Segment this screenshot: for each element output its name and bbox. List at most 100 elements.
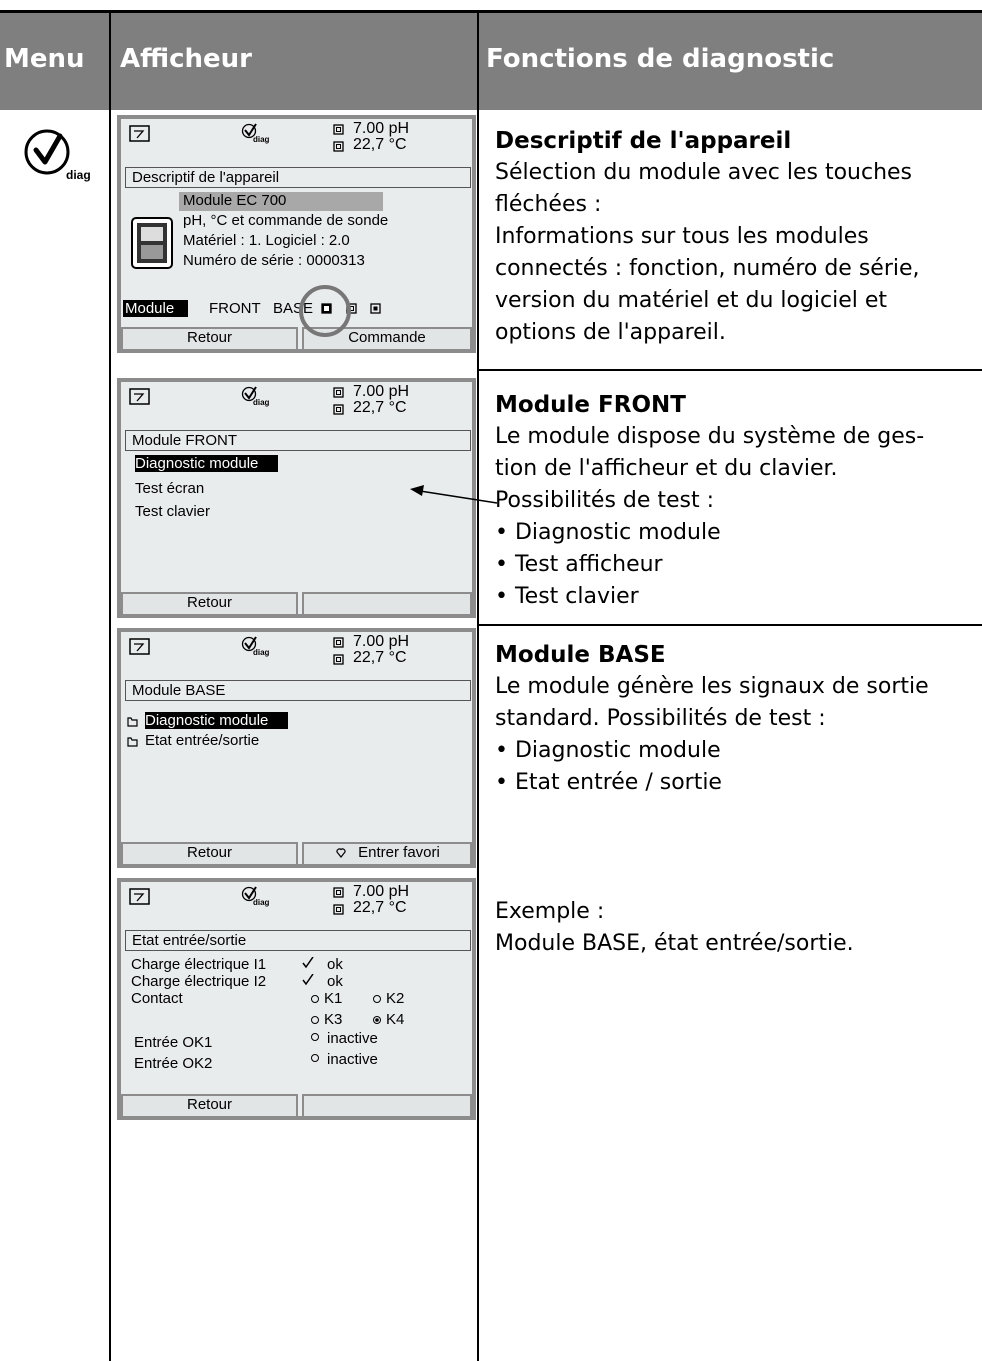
- menu-item: Test écran: [135, 480, 205, 497]
- module-slot: [346, 303, 358, 315]
- column-divider: [109, 10, 111, 1361]
- header-functions: Fonctions de diagnostic: [486, 44, 835, 74]
- diag-icon: [241, 635, 259, 653]
- diag-icon-label: diag: [253, 648, 270, 657]
- ph-value: 7.00 pH: [353, 633, 410, 650]
- diag-icon-label: diag: [253, 135, 270, 144]
- description-line: tion de l'afficheur et du clavier.: [495, 456, 838, 481]
- contact-output: K3: [324, 1011, 343, 1028]
- selected-item: Diagnostic module: [135, 455, 279, 472]
- window-icon: [129, 125, 151, 143]
- header-menu: Menu: [4, 44, 85, 74]
- status-icon: [333, 904, 345, 916]
- menu-item: Test clavier: [135, 503, 211, 520]
- screen-title: Descriptif de l'appareil: [132, 169, 280, 186]
- softkey-label[interactable]: Retour: [186, 844, 233, 861]
- description-line: Informations sur tous les modules: [495, 224, 869, 249]
- input-value: inactive: [327, 1051, 378, 1068]
- status-icon: [333, 404, 345, 416]
- contact-output: K4: [386, 1011, 405, 1028]
- radio-icon: [310, 994, 320, 1004]
- ph-value: 7.00 pH: [353, 383, 410, 400]
- softkey: Retour: [121, 1094, 298, 1116]
- menu-item: Etat entrée/sortie: [145, 732, 260, 749]
- module-slot: [370, 303, 382, 315]
- status-icon: [333, 654, 345, 666]
- softkey: [302, 1094, 472, 1116]
- contact-output: K1: [324, 990, 343, 1007]
- screen-title-box: Etat entrée/sortie: [125, 930, 471, 951]
- screen: diag 7.00 pH 22,7 °C Module FRONT Retour Diag…: [117, 378, 476, 618]
- device-image: [131, 217, 175, 271]
- softkey: Retour: [121, 842, 298, 864]
- radio-icon: [310, 1015, 320, 1025]
- input-label: Entrée OK1: [134, 1034, 213, 1051]
- contact-label: Contact: [131, 990, 183, 1007]
- description: Descriptif de l'appareil Sélection du mod…: [495, 126, 975, 349]
- softkey: [302, 592, 472, 614]
- status-icon: [333, 637, 345, 649]
- module-tab: BASE: [273, 300, 314, 317]
- radio-icon: [372, 1015, 382, 1025]
- temperature-value: 22,7 °C: [353, 399, 407, 416]
- column-divider: [477, 10, 479, 1361]
- softkey-label[interactable]: Entrer favori: [358, 844, 440, 861]
- screen-title-box: Module FRONT: [125, 430, 471, 451]
- description-line: Sélection du module avec les touches: [495, 160, 913, 185]
- softkey: Retour: [121, 592, 298, 614]
- description: Exemple : Module BASE, état entrée/sortie…: [495, 896, 975, 960]
- description-line: • Test clavier: [495, 584, 639, 609]
- softkey-label[interactable]: Retour: [186, 1096, 233, 1113]
- screen: diag 7.00 pH 22,7 °C Module BASE Retour Entre…: [117, 628, 476, 868]
- softkey: Retour: [121, 327, 298, 349]
- description-line: • Diagnostic module: [495, 520, 721, 545]
- description: Module BASE Le module génère les signaux …: [495, 640, 975, 799]
- input-label: Entrée OK2: [134, 1055, 213, 1072]
- menu-diag-icon: [24, 129, 70, 175]
- screen-title-box: Module BASE: [125, 680, 471, 701]
- softkey: Commande: [302, 327, 472, 349]
- screen: diag 7.00 pH 22,7 °C Etat entrée/sortie Reto…: [117, 878, 476, 1120]
- temperature-value: 22,7 °C: [353, 899, 407, 916]
- description-title: Module BASE: [495, 642, 666, 668]
- radio-icon: [310, 1032, 320, 1042]
- description-line: Le module génère les signaux de sortie: [495, 674, 929, 699]
- status-value: ok: [327, 956, 343, 973]
- module-slot: [321, 303, 333, 315]
- status-icon: [333, 387, 345, 399]
- softkey-label[interactable]: Commande: [348, 329, 426, 346]
- description-line: • Test afficheur: [495, 552, 663, 577]
- module-tab: FRONT: [209, 300, 261, 317]
- ph-value: 7.00 pH: [353, 883, 410, 900]
- contact-output: K2: [386, 990, 405, 1007]
- window-icon: [129, 638, 151, 656]
- diag-icon: [241, 122, 259, 140]
- diag-icon-label: diag: [253, 898, 270, 907]
- screen-title: Module BASE: [132, 682, 226, 699]
- softkey: Entrer favori: [302, 842, 472, 864]
- window-icon: [129, 888, 151, 906]
- softkey-label[interactable]: Retour: [186, 329, 233, 346]
- description-line: standard. Possibilités de test :: [495, 706, 826, 731]
- description-line: options de l'appareil.: [495, 320, 726, 345]
- diag-icon: [241, 385, 259, 403]
- description-title: Descriptif de l'appareil: [495, 128, 792, 154]
- folder-icon: [127, 716, 139, 728]
- module-info: Matériel : 1. Logiciel : 2.0: [183, 232, 350, 249]
- radio-icon: [372, 994, 382, 1004]
- selected-item: Diagnostic module: [145, 712, 289, 729]
- description-line: Module BASE, état entrée/sortie.: [495, 931, 854, 956]
- description-line: Le module dispose du système de ges-: [495, 424, 925, 449]
- screen-title-box: Descriptif de l'appareil: [125, 167, 471, 188]
- description-line: • Diagnostic module: [495, 738, 721, 763]
- screen-title: Module FRONT: [132, 432, 238, 449]
- header-band: [0, 10, 982, 110]
- window-icon: [129, 388, 151, 406]
- softkey-label[interactable]: Retour: [186, 594, 233, 611]
- menu-icon-label: diag: [66, 168, 91, 182]
- screen-title: Etat entrée/sortie: [132, 932, 247, 949]
- module-tab: Module: [123, 300, 189, 317]
- module-info: pH, °C et commande de sonde: [183, 212, 389, 229]
- row-divider: [478, 369, 982, 371]
